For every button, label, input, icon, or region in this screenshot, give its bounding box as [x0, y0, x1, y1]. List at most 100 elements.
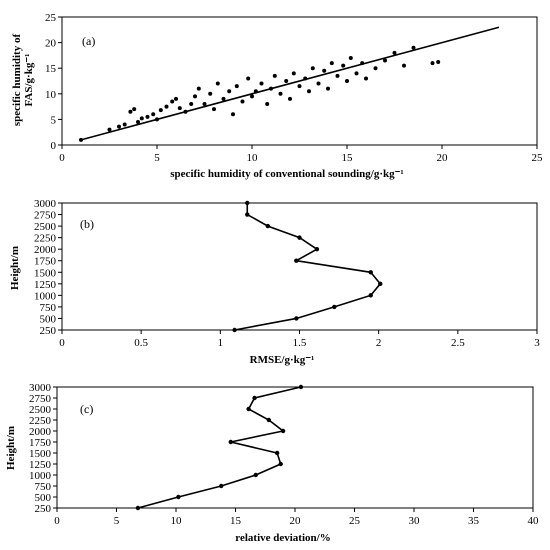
panel-a-y-tick-label: 25	[45, 12, 57, 24]
panel-b-y-tick-label: 2250	[34, 233, 57, 245]
panel-a-data-point	[212, 107, 216, 112]
panel-b-y-tick-label: 1750	[34, 256, 57, 268]
panel-a-data-point	[341, 63, 346, 68]
panel-a-data-point	[265, 102, 270, 107]
panel-a-data-point	[278, 91, 283, 96]
panel-c-data-point	[246, 406, 251, 412]
panel-b-rmse-profile: (b) RMSE/g·kg⁻¹ Height/m 0 0.5 1 1.5 2 2.5 3 25…	[9, 198, 540, 366]
panel-a-data-point	[326, 86, 330, 91]
panel-a-data-point	[107, 127, 112, 132]
panel-a-data-point	[246, 76, 251, 81]
panel-b-data-point	[314, 246, 320, 252]
panel-a-data-point	[291, 71, 296, 76]
panel-a-data-point	[354, 71, 359, 76]
panel-c-x-tick-label: 25	[349, 515, 361, 527]
panel-a-y-tick-label: 15	[45, 63, 57, 75]
panel-a-y-tick-label: 5	[51, 114, 57, 126]
panel-a-data-point	[177, 106, 182, 111]
panel-a-data-point	[303, 76, 308, 81]
panel-b-data-point	[294, 258, 299, 263]
panel-a-data-point	[272, 73, 277, 78]
panel-c-y-tick-label: 750	[35, 481, 52, 493]
panel-c-data-point	[253, 472, 258, 478]
panel-a-scatter: (a) specific humidity of conventional so…	[11, 12, 543, 180]
panel-c-data-point	[135, 505, 141, 511]
panel-a-data-point	[155, 117, 159, 122]
panel-a-x-tick-label: 15	[342, 152, 354, 164]
panel-b-data-point	[245, 200, 250, 206]
panel-c-tag: (c)	[80, 402, 93, 416]
panel-b-x-tick-label: 2.5	[451, 337, 465, 349]
panel-a-data-point	[221, 96, 226, 101]
panel-a-data-point	[132, 107, 137, 112]
panel-c-y-axis-label: Height/m	[5, 426, 17, 470]
panel-c-data-point	[176, 494, 181, 500]
panel-a-fit-line	[80, 26, 500, 141]
panel-a-data-point	[250, 94, 254, 99]
panel-c-x-tick-label: 5	[114, 515, 120, 527]
panel-a-data-point	[139, 116, 144, 121]
panel-c-data-point	[252, 395, 257, 401]
panel-a-data-point	[79, 137, 83, 142]
panel-a-data-point	[227, 89, 232, 94]
panel-a-x-tick-label: 20	[437, 152, 449, 164]
panel-c-x-tick-label: 20	[290, 515, 302, 527]
panel-a-data-point	[231, 112, 235, 117]
panel-c-data-point	[298, 384, 304, 390]
panel-a-data-point	[297, 84, 302, 89]
panel-c-x-tick-label: 15	[230, 515, 242, 527]
panel-c-y-tick-label: 1000	[29, 470, 52, 482]
panel-a-x-axis-label: specific humidity of conventional soundi…	[170, 168, 403, 180]
panel-c-data-point	[228, 439, 233, 445]
panel-a-data-point	[136, 119, 140, 124]
panel-a-data-point	[196, 86, 201, 91]
panel-a-data-point	[240, 99, 245, 104]
panel-a-data-point	[122, 122, 127, 127]
panel-b-data-point	[294, 316, 299, 321]
panel-c-x-tick-label: 30	[409, 515, 421, 527]
panel-c-data-point	[278, 461, 283, 467]
panel-c-data-point	[280, 428, 286, 434]
panel-b-y-tick-label: 250	[40, 325, 57, 337]
panel-a-data-point	[364, 76, 368, 81]
panel-a-data-point	[202, 102, 207, 107]
panel-a-tag: (a)	[82, 34, 95, 48]
panel-b-y-tick-label: 2750	[34, 210, 57, 222]
panel-c-series-line	[137, 386, 302, 509]
panel-c-y-tick-label: 2500	[29, 404, 52, 416]
panel-a-data-point	[215, 81, 220, 86]
panel-a-data-point	[402, 63, 406, 68]
panel-a-data-point	[253, 89, 258, 94]
panel-b-x-tick-label: 1.5	[293, 337, 307, 349]
panel-b-x-tick-label: 1	[218, 337, 224, 349]
panel-a-data-point	[329, 61, 334, 66]
panel-b-data-point	[368, 293, 373, 298]
panel-a-x-tick-label: 10	[247, 152, 259, 164]
panel-c-y-tick-label: 3000	[29, 382, 52, 394]
panel-a-data-point	[234, 84, 239, 89]
panel-a-y-tick-label: 0	[51, 140, 57, 152]
panel-a-data-point	[193, 94, 197, 99]
panel-b-data-point	[265, 223, 271, 229]
panel-b-data-point	[297, 235, 302, 240]
panel-b-data-point	[232, 327, 237, 333]
panel-c-relative-deviation-profile: (c) relative deviation/% Height/m 0 5 10 15…	[5, 382, 539, 544]
panel-a-data-point	[360, 61, 365, 66]
panel-b-x-axis-label: RMSE/g·kg⁻¹	[250, 354, 315, 366]
panel-c-y-tick-label: 500	[35, 492, 52, 504]
panel-c-frame	[56, 386, 534, 509]
panel-a-data-point	[269, 86, 273, 91]
panel-b-series-line	[234, 203, 382, 331]
panel-b-y-tick-label: 2500	[34, 221, 57, 233]
panel-a-x-tick-label: 5	[154, 152, 160, 164]
panel-a-data-point	[174, 96, 178, 101]
panel-a-data-point	[151, 112, 156, 117]
panel-a-data-point	[145, 114, 150, 119]
panel-b-y-tick-label: 1500	[34, 267, 57, 279]
panel-c-y-tick-label: 2250	[29, 415, 52, 427]
panel-c-y-tick-label: 1750	[29, 437, 52, 449]
panel-a-data-point	[189, 102, 194, 107]
panel-a-data-point	[158, 108, 163, 113]
panel-c-y-tick-label: 2750	[29, 393, 52, 405]
panel-b-y-tick-label: 1000	[34, 290, 57, 302]
